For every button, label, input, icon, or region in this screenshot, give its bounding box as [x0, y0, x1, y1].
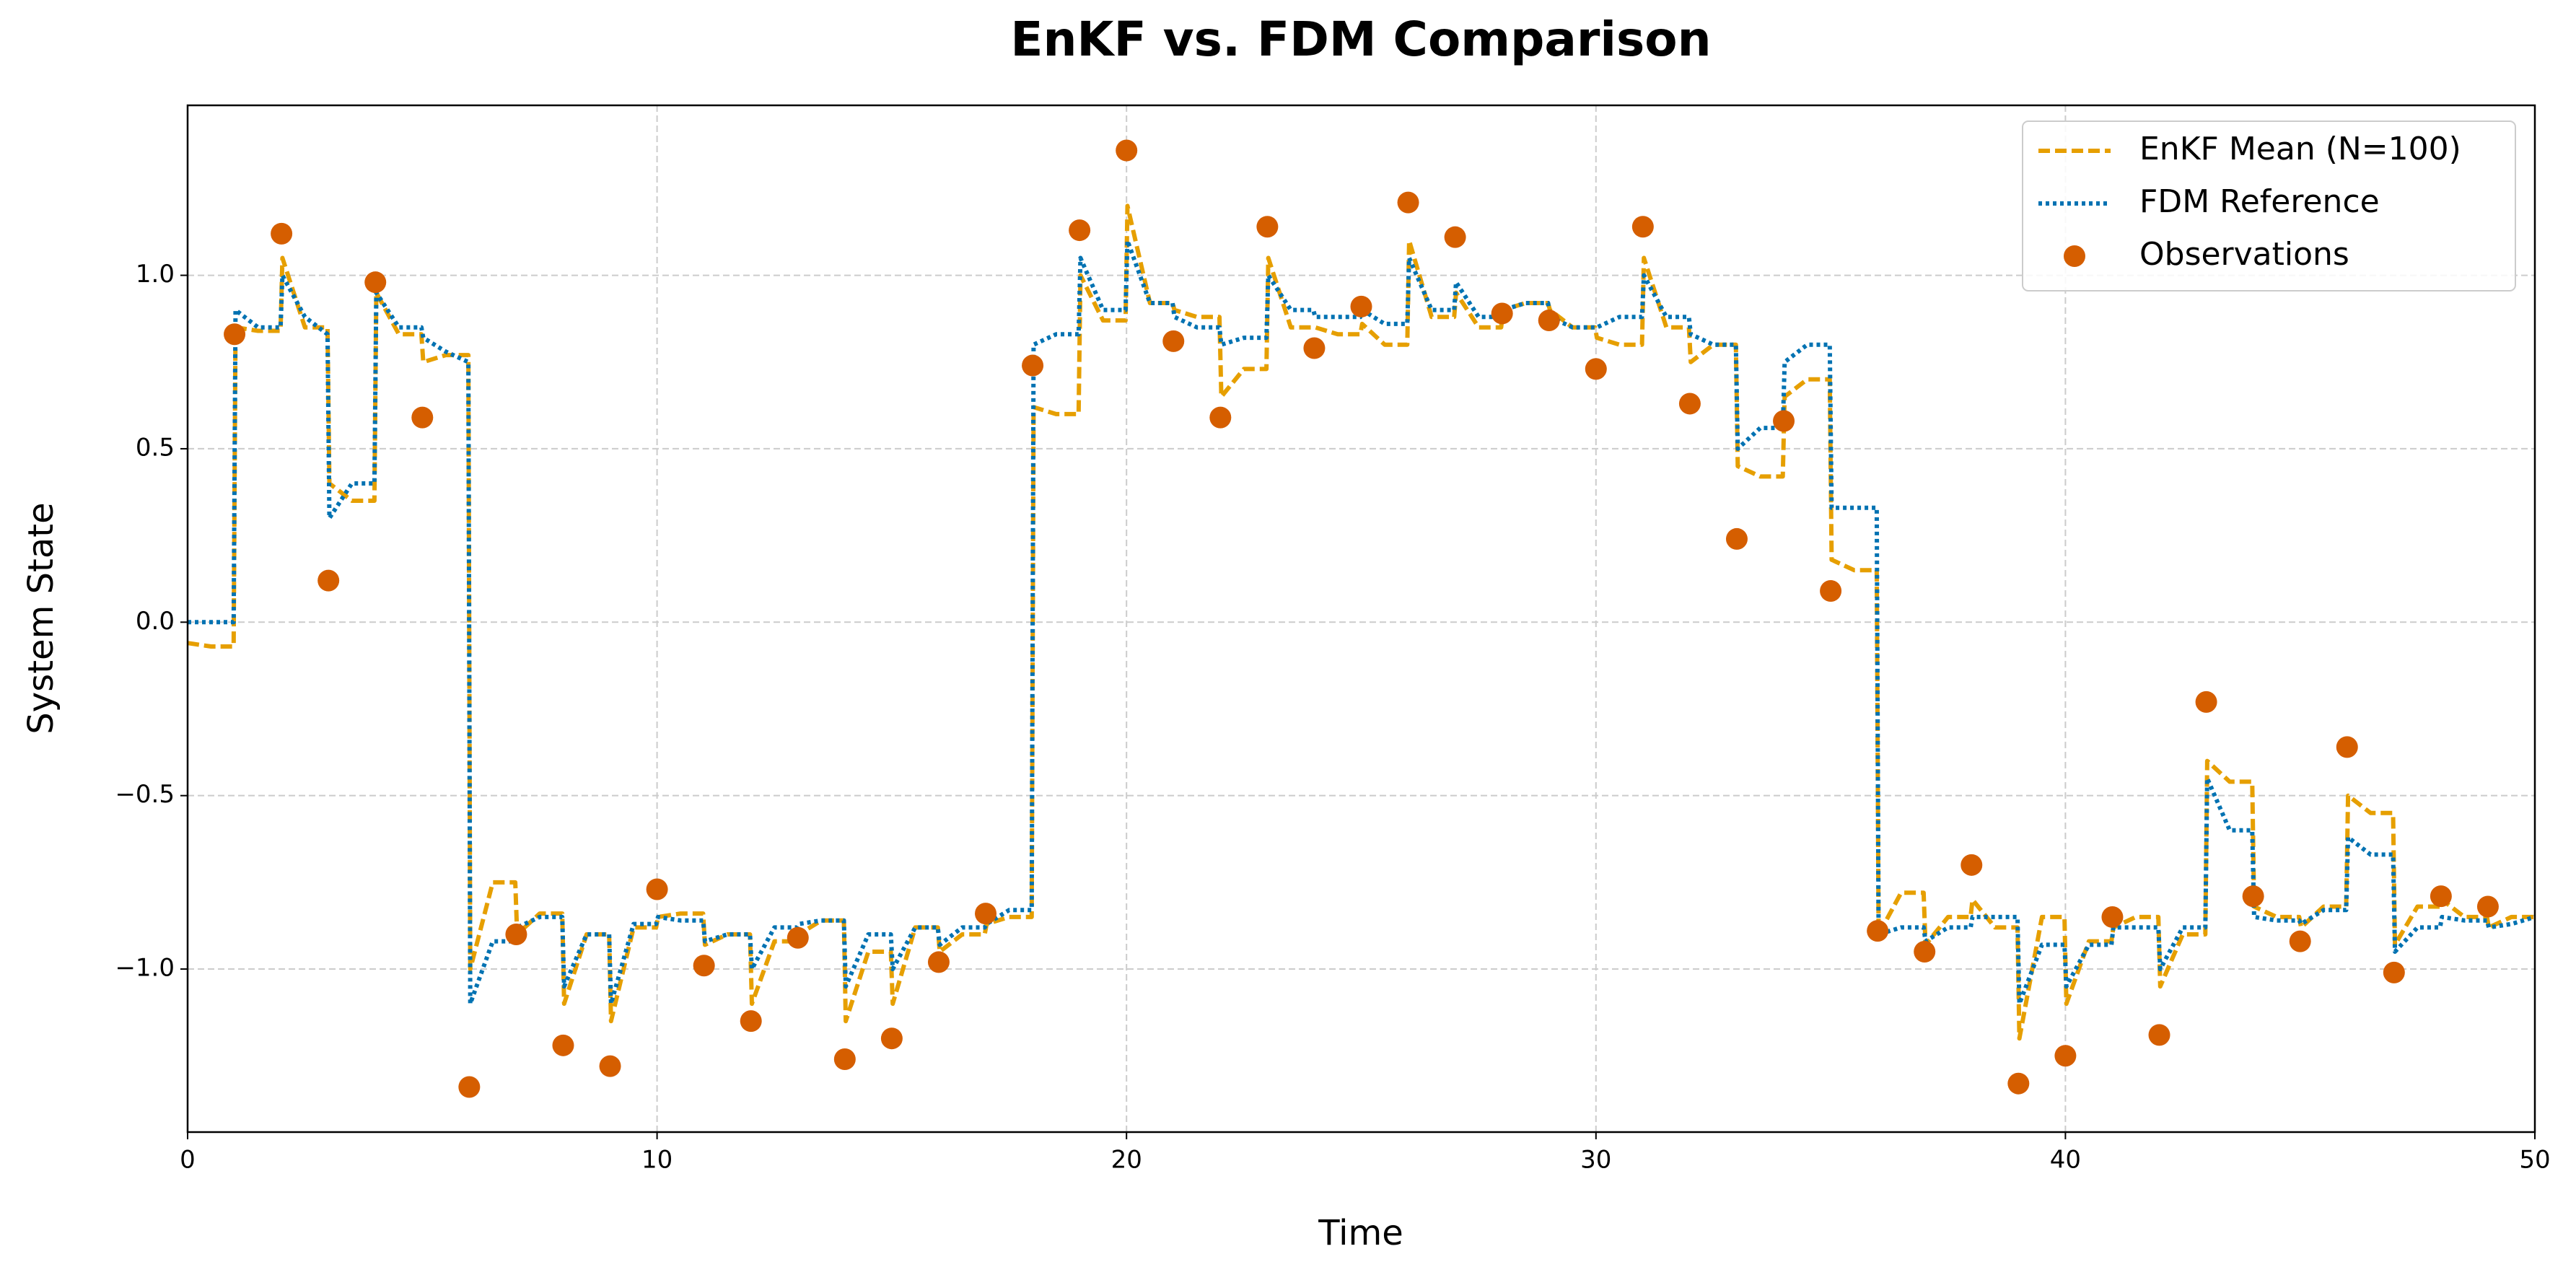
observation-point	[2430, 885, 2452, 908]
observation-point	[2054, 1045, 2077, 1067]
observation-point	[458, 1076, 481, 1098]
y-tick-label: 0.5	[136, 433, 175, 462]
observation-point	[2476, 895, 2499, 918]
legend-swatch	[2064, 245, 2085, 267]
observation-point	[411, 406, 434, 429]
observation-point	[2101, 906, 2124, 928]
x-axis-label: Time	[1318, 1213, 1403, 1253]
observation-point	[505, 923, 527, 945]
observation-point	[2336, 736, 2358, 758]
observation-point	[552, 1034, 574, 1056]
observation-point	[1725, 527, 1748, 550]
x-tick-label: 40	[2050, 1146, 2081, 1175]
observation-point	[787, 926, 809, 949]
observation-point	[1069, 219, 1091, 242]
observation-point	[880, 1027, 903, 1050]
observation-point	[833, 1048, 856, 1071]
observation-point	[1116, 139, 1138, 162]
observation-point	[646, 878, 668, 900]
plot-frame	[186, 104, 2536, 1134]
observation-point	[2289, 930, 2311, 952]
y-tick-label: 1.0	[136, 260, 175, 289]
chart-title: EnKF vs. FDM Comparison	[1010, 12, 1711, 67]
observation-point	[1914, 941, 1936, 963]
observation-point	[1350, 295, 1372, 317]
legend-label: EnKF Mean (N=100)	[2139, 131, 2461, 167]
observation-point	[1256, 216, 1279, 238]
observation-point	[1209, 406, 1232, 429]
observation-point	[1397, 191, 1419, 214]
series-line	[188, 238, 2536, 1007]
observation-point	[693, 955, 715, 977]
observation-point	[1773, 410, 1795, 432]
observation-point	[1961, 854, 1983, 876]
observation-point	[364, 271, 387, 294]
observation-point	[317, 569, 340, 592]
x-tick-label: 20	[1111, 1146, 1142, 1175]
observation-point	[2242, 885, 2264, 908]
observation-point	[2195, 691, 2217, 713]
y-tick-label: −0.5	[115, 780, 175, 809]
observation-point	[224, 323, 246, 346]
observation-point	[271, 222, 293, 245]
observation-point	[599, 1055, 621, 1077]
observation-point	[2007, 1072, 2030, 1095]
legend-label: Observations	[2139, 236, 2349, 273]
y-axis-label: System State	[21, 502, 61, 734]
legend-label: FDM Reference	[2139, 183, 2380, 220]
observation-point	[740, 1010, 762, 1033]
x-tick-label: 10	[641, 1146, 673, 1175]
y-tick-label: −1.0	[115, 954, 175, 983]
observation-point	[1678, 393, 1701, 415]
observation-point	[1444, 226, 1466, 248]
observation-point	[1022, 354, 1044, 377]
observation-point	[1820, 580, 1842, 602]
observation-point	[1631, 216, 1654, 238]
y-tick-label: 0.0	[136, 607, 175, 636]
x-tick-label: 30	[1580, 1146, 1611, 1175]
series-line	[187, 203, 2535, 1041]
observation-point	[1162, 330, 1185, 352]
observation-point	[927, 951, 950, 973]
observation-point	[1491, 302, 1513, 325]
legend-box	[2022, 120, 2516, 291]
observation-point	[1538, 310, 1560, 332]
x-tick-label: 50	[2519, 1146, 2550, 1175]
observation-point	[2383, 961, 2405, 983]
observation-point	[2148, 1024, 2170, 1046]
observation-point	[1867, 920, 1889, 942]
observation-point	[1585, 358, 1607, 380]
observation-point	[975, 903, 997, 925]
observation-point	[1303, 337, 1326, 359]
x-tick-label: 0	[180, 1146, 196, 1175]
